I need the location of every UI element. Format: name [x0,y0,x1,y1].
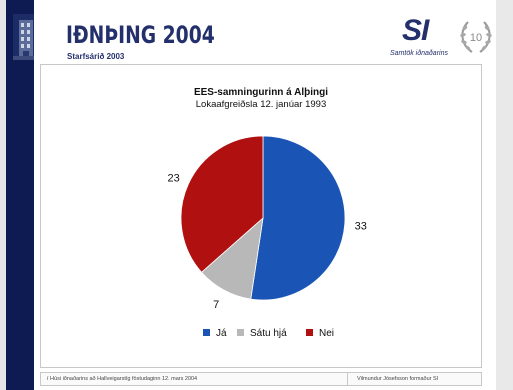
slice-value-label: 33 [355,220,367,232]
pie-slice-3 [180,135,264,273]
chart-subtitle: Lokaafgreiðsla 12. janúar 1993 [195,99,327,110]
chart-title: EES-samningurinn á Alþingi [193,87,329,98]
left-margin-strip [0,0,6,390]
slide-footer: í Húsi iðnaðarins að Hallveigarstíg föst… [40,372,482,386]
si-logo-mark: SI [402,14,429,47]
footer-venue-text: í Húsi iðnaðarins að Hallveigarstíg föst… [47,376,198,382]
footer-presenter-text: Vilmundur Jósefsson formaður SI [357,376,439,382]
slice-value-label: 7 [213,299,219,311]
conference-title: IÐNÞING 2004 [66,21,215,49]
laurel-wreath-icon: 10 [460,21,492,53]
footer-divider [347,373,348,385]
legend-label: Já [216,328,227,339]
legend-swatch [237,329,244,336]
pie-slice-1 [250,135,346,301]
conference-subtitle: Starfsárið 2003 [67,52,125,61]
slice-value-label: 23 [168,173,180,185]
legend-label: Sátu hjá [250,328,287,339]
anniversary-number: 10 [470,32,482,44]
legend-label: Nei [319,328,334,339]
legend-swatch [306,329,313,336]
legend-swatch [203,329,210,336]
si-logo-name: Samtök iðnaðarins [390,50,448,57]
slide-header: IÐNÞING 2004 Starfsárið 2003 SI Samtök i… [34,0,496,61]
chart-panel: EES-samningurinn á Alþingi Lokaafgreiðsl… [40,64,482,368]
si-logo: SI Samtök iðnaðarins [390,14,450,60]
side-bar [6,0,39,390]
pie-chart: 33 7 23 Já Sátu hjá Nei [168,135,367,339]
right-margin-strip [496,0,513,390]
